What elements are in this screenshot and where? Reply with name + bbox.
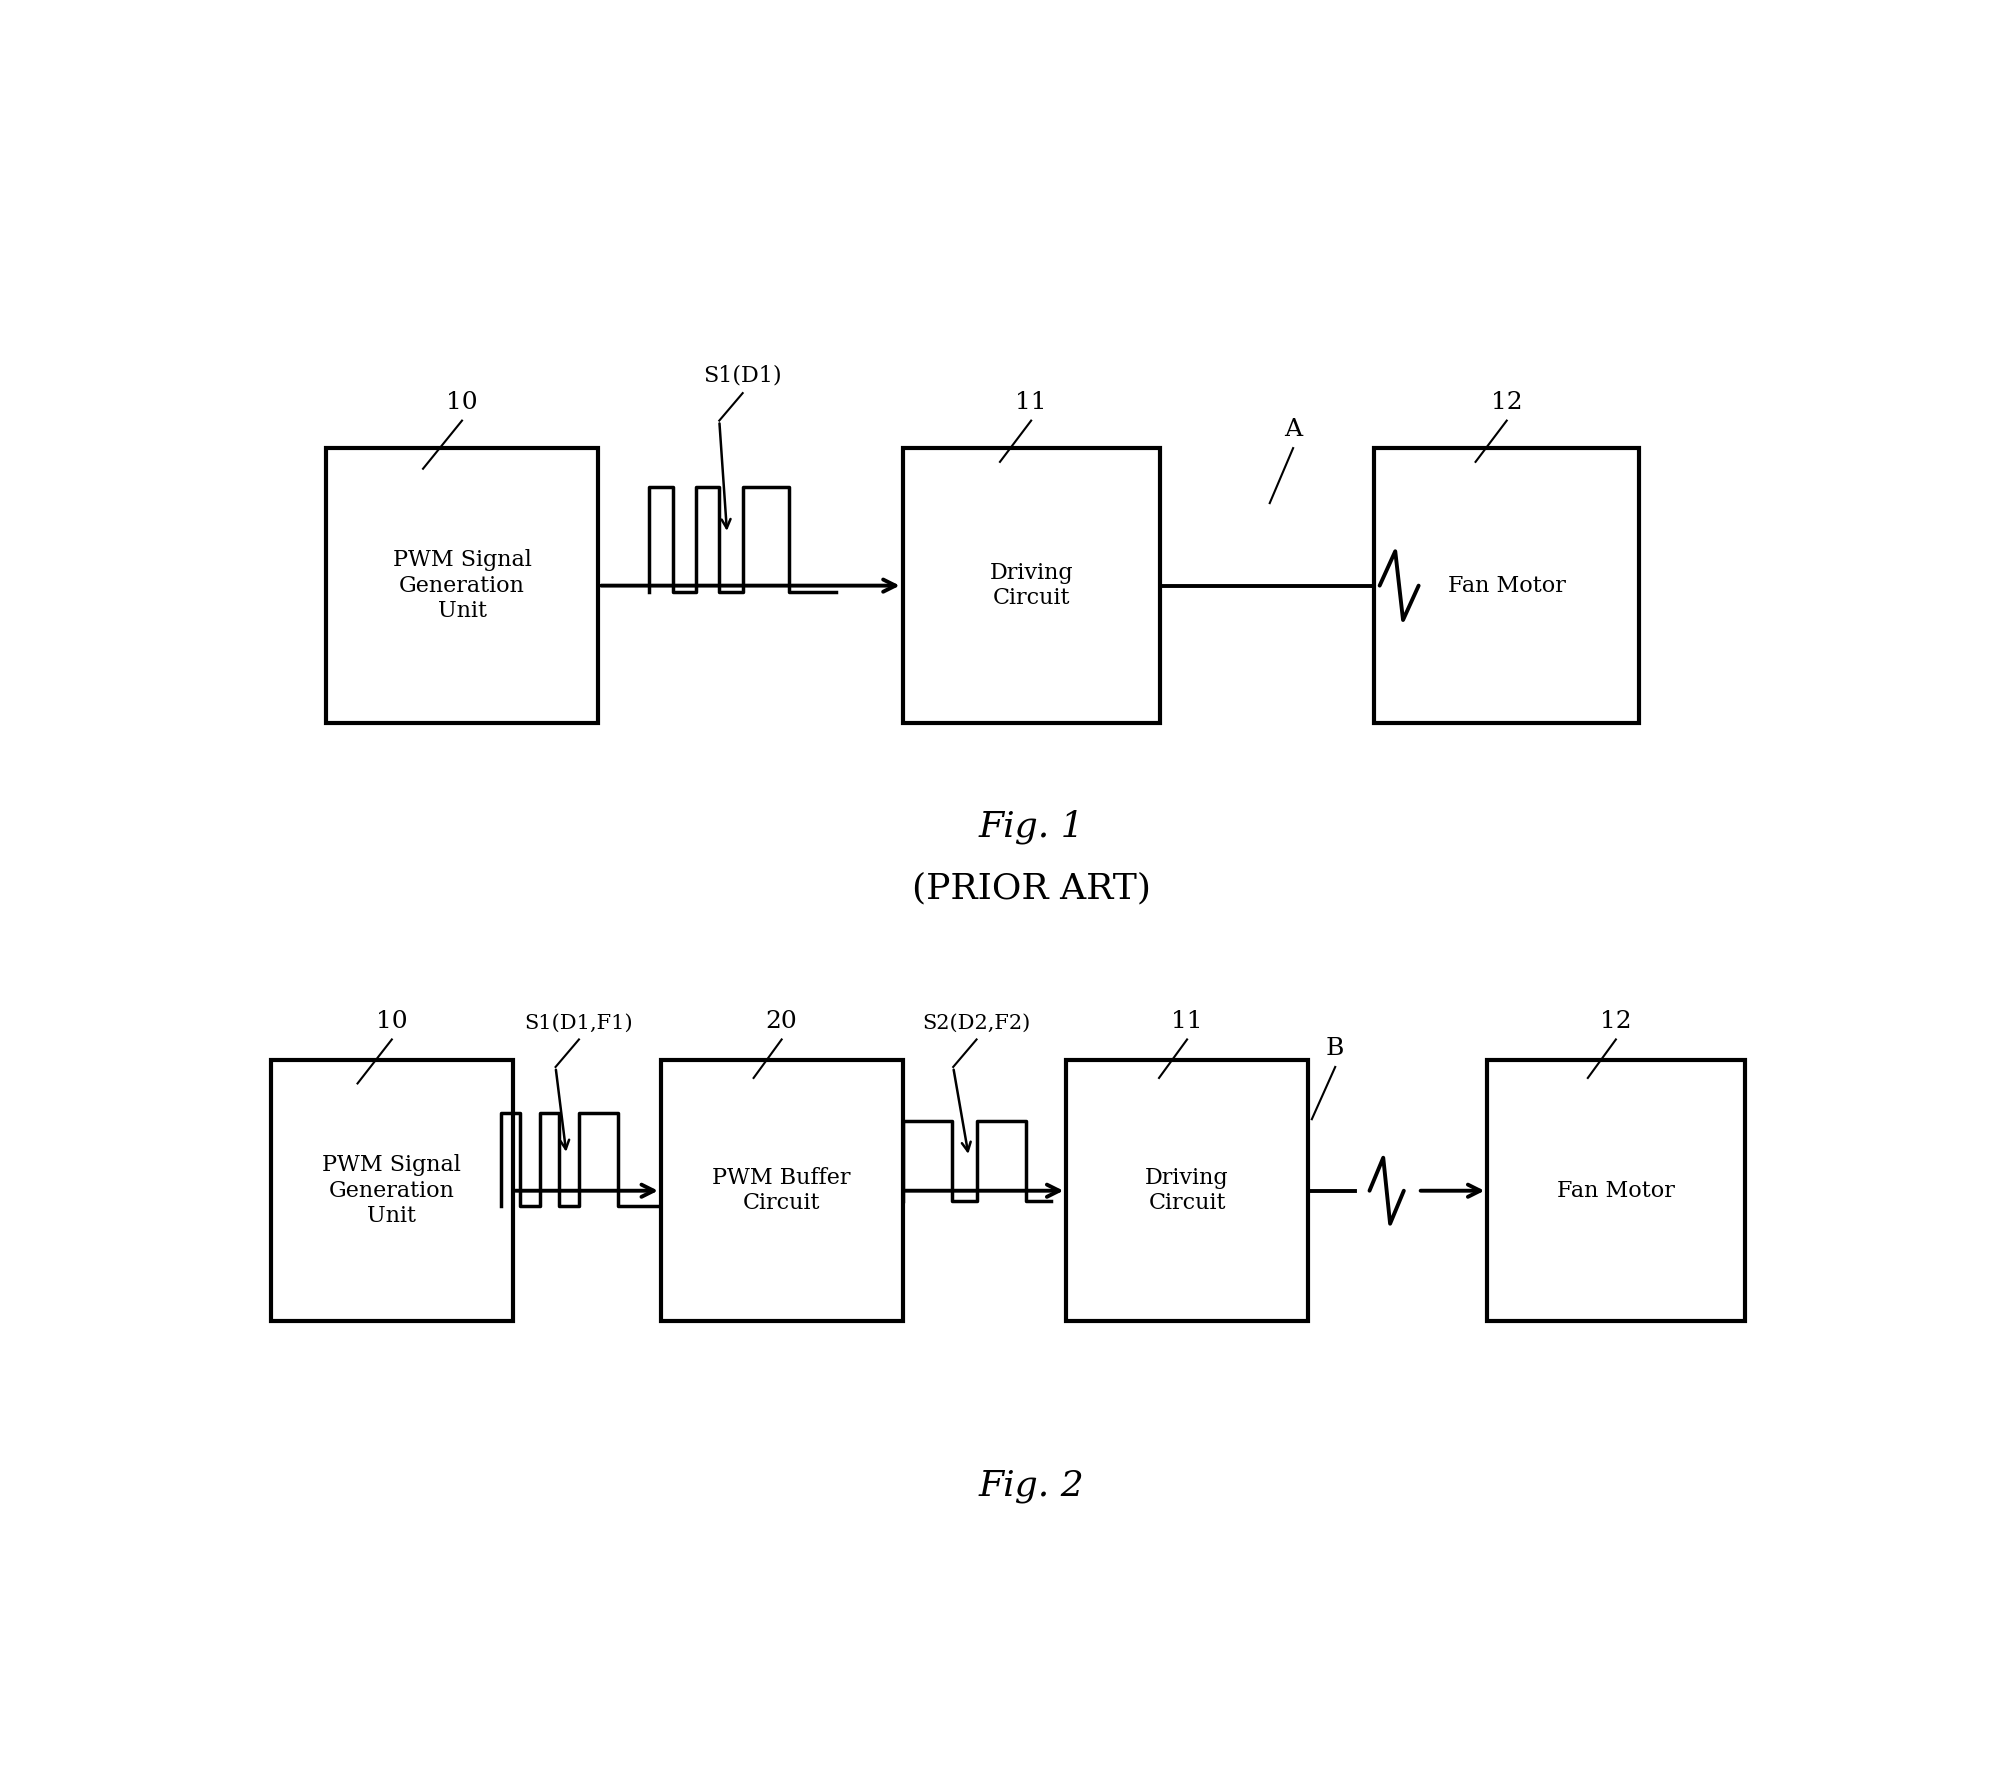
Text: Fig. 2: Fig. 2 (978, 1470, 1084, 1504)
Text: Fig. 1: Fig. 1 (978, 809, 1084, 843)
Bar (1066, 1061, 1308, 1322)
Text: Driving
Circuit: Driving Circuit (990, 563, 1072, 609)
Text: Fan Motor: Fan Motor (1449, 575, 1565, 597)
Text: 12: 12 (1491, 391, 1523, 414)
Text: 11: 11 (1016, 391, 1046, 414)
Bar (1374, 448, 1640, 723)
Bar (326, 448, 598, 723)
Text: B: B (1326, 1038, 1344, 1061)
Text: (PRIOR ART): (PRIOR ART) (911, 872, 1151, 906)
Text: PWM Buffer
Circuit: PWM Buffer Circuit (712, 1166, 851, 1214)
Text: S2(D2,F2): S2(D2,F2) (921, 1014, 1030, 1032)
Text: 10: 10 (376, 1009, 408, 1032)
Text: Fan Motor: Fan Motor (1557, 1181, 1674, 1202)
Bar (1487, 1061, 1744, 1322)
Text: 11: 11 (1171, 1009, 1203, 1032)
Text: 20: 20 (767, 1009, 797, 1032)
Text: S1(D1): S1(D1) (704, 364, 783, 386)
Text: PWM Signal
Generation
Unit: PWM Signal Generation Unit (322, 1154, 461, 1227)
Bar (903, 448, 1159, 723)
Bar (272, 1061, 513, 1322)
Text: Driving
Circuit: Driving Circuit (1145, 1166, 1229, 1214)
Text: S1(D1,F1): S1(D1,F1) (525, 1014, 634, 1032)
Text: 12: 12 (1600, 1009, 1632, 1032)
Text: PWM Signal
Generation
Unit: PWM Signal Generation Unit (392, 550, 531, 622)
Bar (660, 1061, 903, 1322)
Text: 10: 10 (447, 391, 477, 414)
Text: A: A (1284, 418, 1302, 441)
